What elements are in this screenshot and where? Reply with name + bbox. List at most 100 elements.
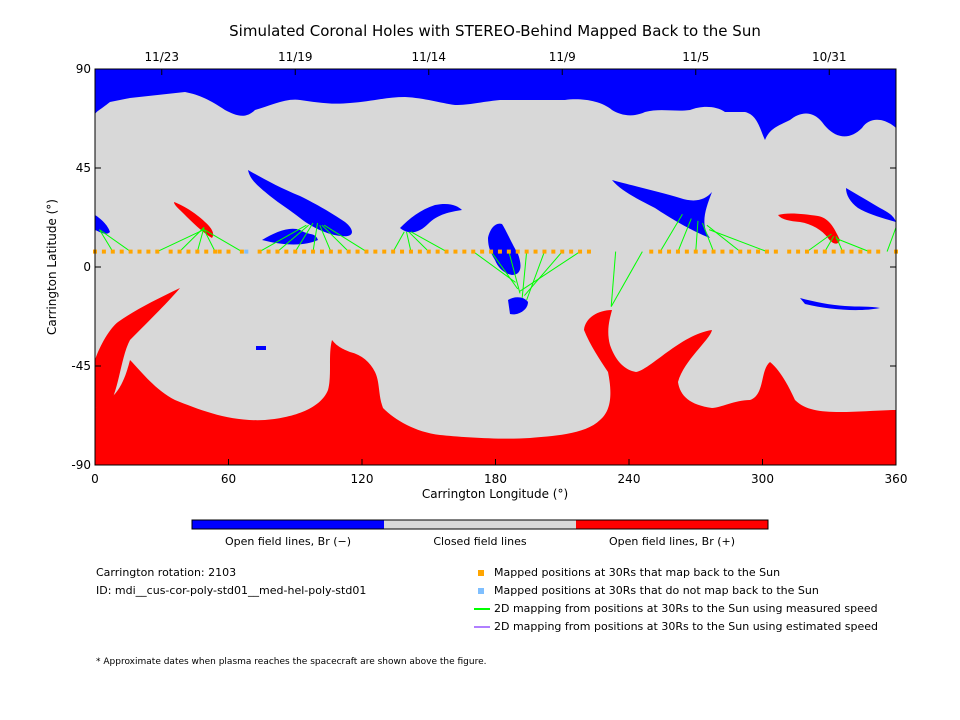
legend-label: 2D mapping from positions at 30Rs to the… bbox=[494, 602, 878, 615]
mapped-point bbox=[119, 249, 124, 254]
plot-area bbox=[93, 68, 898, 466]
mapped-point bbox=[346, 249, 351, 254]
mapped-point bbox=[533, 249, 538, 254]
y-tick-label: 0 bbox=[83, 260, 91, 274]
mapped-point bbox=[110, 249, 115, 254]
mapped-point bbox=[858, 249, 863, 254]
mapped-point bbox=[849, 249, 854, 254]
mapped-point bbox=[364, 249, 369, 254]
mapped-point bbox=[213, 249, 218, 254]
mapping-line bbox=[524, 251, 563, 296]
x-tick-label: 180 bbox=[484, 472, 507, 486]
mapped-point bbox=[195, 249, 200, 254]
mapped-point bbox=[137, 249, 142, 254]
model-id: ID: mdi__cus-cor-poly-std01__med-hel-pol… bbox=[96, 584, 367, 597]
mapping-line bbox=[521, 251, 528, 298]
mapped-point bbox=[337, 249, 342, 254]
mapped-point bbox=[471, 249, 476, 254]
top-date-label: 11/9 bbox=[549, 50, 576, 64]
mapping-line bbox=[321, 224, 350, 252]
mapped-point bbox=[426, 249, 431, 254]
mapping-line bbox=[490, 251, 519, 290]
mapped-point bbox=[497, 249, 502, 254]
mapping-line bbox=[659, 213, 683, 252]
mapping-line bbox=[472, 251, 516, 283]
mapped-point bbox=[684, 249, 689, 254]
mapped-point bbox=[524, 249, 529, 254]
carrington-rotation: Carrington rotation: 2103 bbox=[96, 566, 237, 579]
x-tick-label: 60 bbox=[221, 472, 236, 486]
legend-item-measured: 2D mapping from positions at 30Rs to the… bbox=[474, 602, 878, 615]
mapping-line bbox=[824, 235, 835, 252]
mapped-point bbox=[186, 249, 191, 254]
mapped-point bbox=[649, 249, 654, 254]
mapping-line bbox=[277, 224, 309, 252]
mapping-line bbox=[835, 237, 870, 253]
mapped-point bbox=[867, 249, 872, 254]
mapped-point bbox=[831, 249, 836, 254]
coronal-hole-negative bbox=[262, 228, 318, 245]
mapping-line bbox=[410, 231, 447, 253]
mapped-point bbox=[302, 249, 307, 254]
mapped-point bbox=[204, 249, 209, 254]
mapped-point bbox=[569, 249, 574, 254]
top-date-label: 10/31 bbox=[812, 50, 847, 64]
mapping-lines bbox=[99, 213, 897, 307]
chart-title: Simulated Coronal Holes with STEREO-Behi… bbox=[229, 22, 761, 40]
colorbar-closed bbox=[384, 520, 576, 529]
y-tick-label: 45 bbox=[76, 161, 91, 175]
mapped-point bbox=[266, 249, 271, 254]
mapping-line bbox=[203, 229, 243, 253]
mapped-point bbox=[226, 249, 231, 254]
colorbar-label-positive: Open field lines, Br (+) bbox=[609, 535, 735, 548]
mapping-line bbox=[323, 224, 367, 253]
mapped-point bbox=[805, 249, 809, 254]
mapped-point bbox=[747, 249, 752, 254]
mapped-point bbox=[391, 249, 396, 254]
mapping-line bbox=[708, 229, 768, 253]
mapping-line bbox=[406, 231, 412, 252]
mapped-point bbox=[773, 249, 778, 254]
top-date-label: 11/5 bbox=[682, 50, 709, 64]
x-tick-label: 360 bbox=[885, 472, 908, 486]
top-date-label: 11/23 bbox=[144, 50, 179, 64]
unmapped-point bbox=[244, 249, 249, 254]
mapped-point bbox=[435, 249, 440, 254]
mapping-line bbox=[706, 224, 741, 252]
mapping-line bbox=[806, 233, 832, 253]
mapped-point bbox=[319, 249, 324, 254]
mapped-point bbox=[355, 249, 360, 254]
mapped-point bbox=[738, 249, 743, 254]
mapped-point bbox=[257, 249, 262, 254]
colorbar-label-negative: Open field lines, Br (−) bbox=[225, 535, 351, 548]
mapped-point bbox=[489, 249, 494, 254]
mapped-point bbox=[542, 249, 547, 254]
mapped-point bbox=[444, 249, 449, 254]
colorbar: Open field lines, Br (−) Closed field li… bbox=[191, 519, 769, 548]
coronal-hole-negative bbox=[846, 188, 896, 222]
south-coronal-hole-arm bbox=[95, 288, 180, 408]
mapped-point bbox=[373, 249, 378, 254]
x-tick-label: 0 bbox=[91, 472, 99, 486]
legend-item-estimated: 2D mapping from positions at 30Rs to the… bbox=[474, 620, 878, 633]
mapping-line bbox=[196, 227, 205, 252]
legend-measured-line-icon bbox=[474, 608, 490, 610]
mapped-point bbox=[146, 249, 151, 254]
mapping-line bbox=[99, 229, 131, 253]
legend-label: Mapped positions at 30Rs that map back t… bbox=[494, 566, 781, 579]
mapped-point bbox=[177, 249, 182, 254]
mapped-point bbox=[586, 249, 591, 254]
mapping-line bbox=[392, 231, 405, 252]
top-date-label: 11/14 bbox=[411, 50, 446, 64]
colorbar-frame bbox=[191, 519, 769, 530]
coronal-hole-negative bbox=[256, 346, 266, 350]
legend-label: 2D mapping from positions at 30Rs to the… bbox=[494, 620, 879, 633]
coronal-hole-positive bbox=[778, 213, 840, 244]
x-axis: 0 60 120 180 240 300 360 bbox=[91, 459, 907, 486]
legend-item-mapped: Mapped positions at 30Rs that map back t… bbox=[478, 566, 780, 579]
mapped-point bbox=[675, 249, 680, 254]
mapping-line bbox=[886, 227, 897, 252]
mapped-point bbox=[711, 249, 716, 254]
mapped-point bbox=[101, 249, 106, 254]
y-axis: 90 45 0 -45 -90 bbox=[71, 62, 896, 472]
